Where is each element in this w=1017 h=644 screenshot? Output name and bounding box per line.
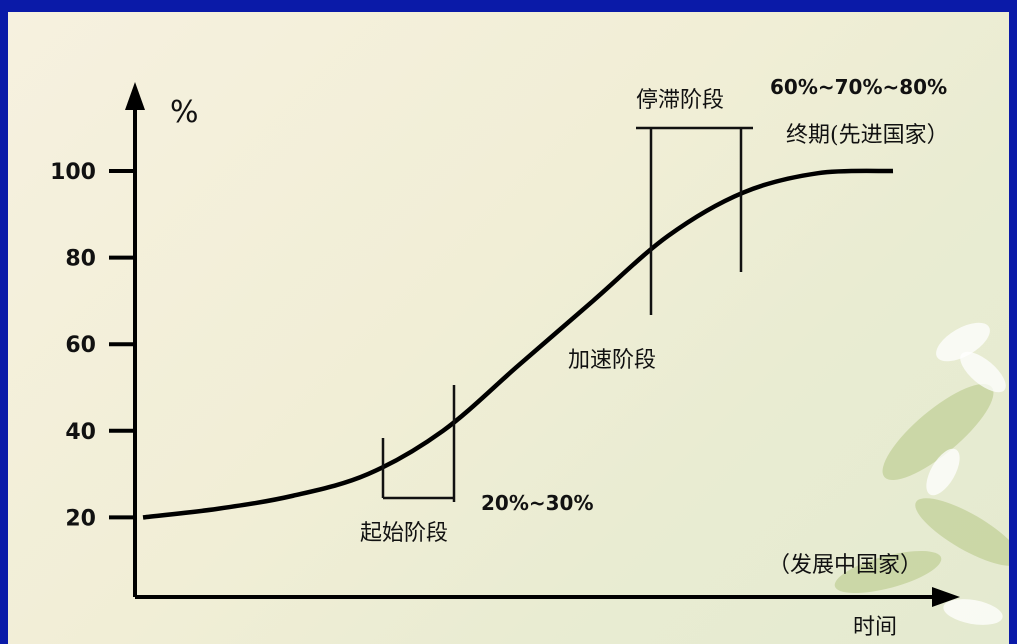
chart-panel: % 时间 20 40 60 80 100 起始阶段 20%~30% 加速阶段 停滞阶段 … xyxy=(8,12,1009,644)
stage-stagnation-note: 60%~70%~80% xyxy=(770,75,947,99)
y-axis-label: % xyxy=(170,95,199,130)
decorative-flowers xyxy=(834,322,1009,625)
developing-countries-label: （发展中国家） xyxy=(768,553,922,578)
x-axis-label: 时间 xyxy=(853,615,897,640)
y-tick-label-100: 100 xyxy=(50,160,96,185)
y-tick-label-20: 20 xyxy=(65,506,96,531)
y-axis-arrow xyxy=(125,82,145,110)
y-tick-label-60: 60 xyxy=(65,333,96,358)
y-ticks: 20 40 60 80 100 xyxy=(50,160,135,531)
stage-stagnation-label: 停滞阶段 xyxy=(636,88,724,113)
series-line xyxy=(142,168,894,520)
stage-acceleration-label: 加速阶段 xyxy=(568,348,656,373)
x-axis-arrow xyxy=(932,587,960,607)
stage-start-label: 起始阶段 xyxy=(360,521,448,546)
end-stage-label: 终期(先进国家） xyxy=(786,123,949,148)
stage-start-note: 20%~30% xyxy=(481,491,594,515)
y-tick-label-40: 40 xyxy=(65,420,96,445)
y-tick-label-80: 80 xyxy=(65,247,96,272)
